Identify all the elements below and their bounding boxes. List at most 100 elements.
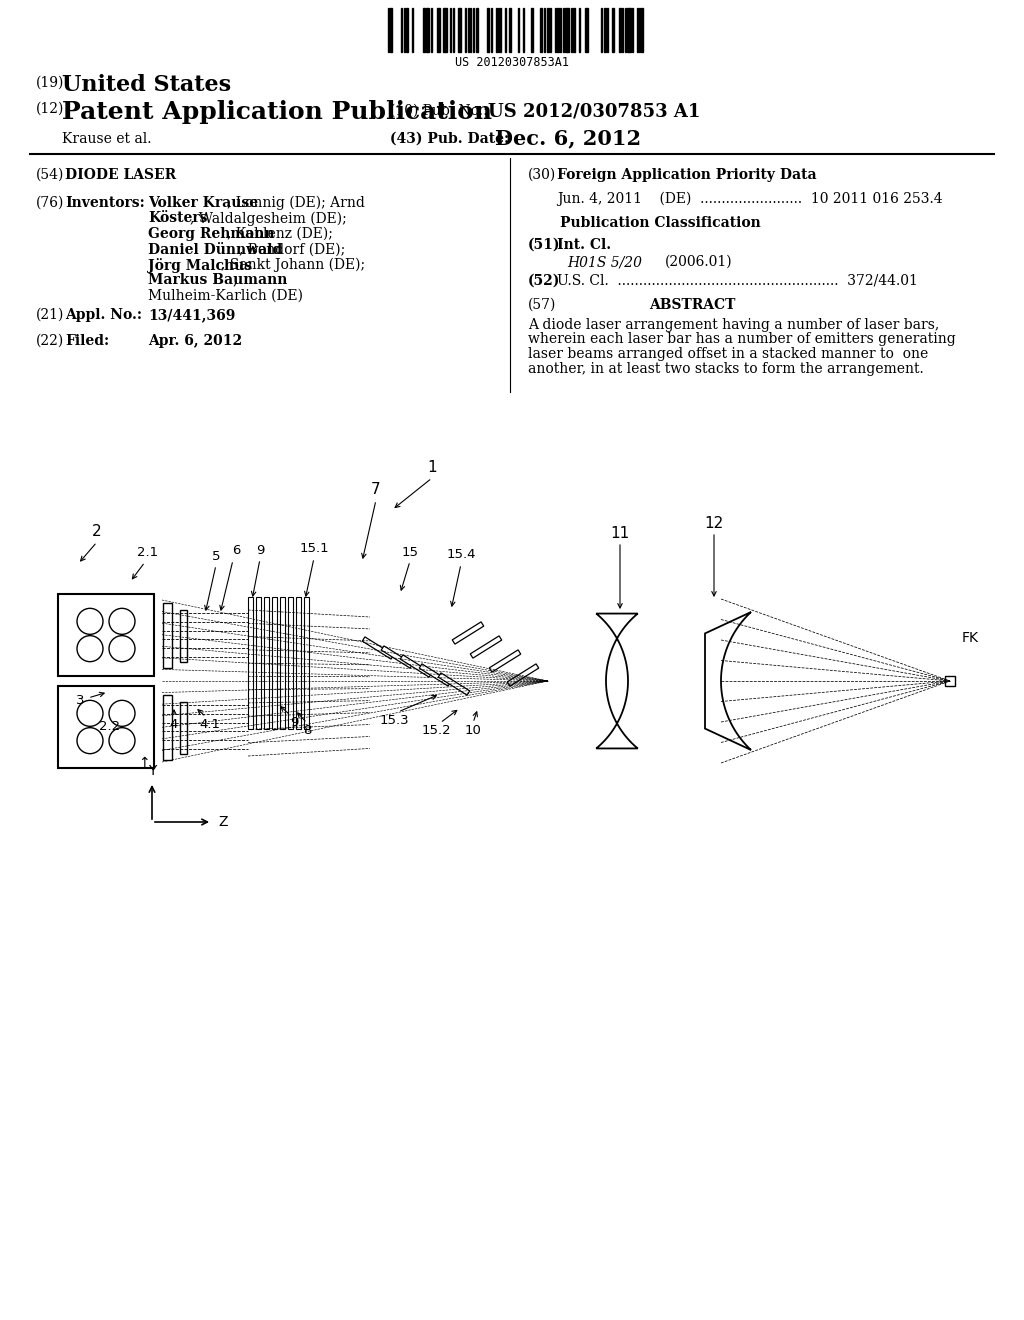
Bar <box>618 8 621 51</box>
Bar <box>288 597 293 729</box>
Text: 3: 3 <box>76 693 84 706</box>
Text: United States: United States <box>62 74 231 96</box>
Text: ↑: ↑ <box>138 756 150 770</box>
Text: 6: 6 <box>231 544 241 557</box>
Text: (43) Pub. Date:: (43) Pub. Date: <box>390 132 509 147</box>
Text: Markus Baumann: Markus Baumann <box>148 273 288 288</box>
Text: Inventors:: Inventors: <box>65 195 144 210</box>
Text: wherein each laser bar has a number of emitters generating: wherein each laser bar has a number of e… <box>528 333 955 346</box>
Text: U.S. Cl.  ....................................................  372/44.01: U.S. Cl. ...............................… <box>557 275 918 288</box>
Circle shape <box>109 701 135 726</box>
Text: Y: Y <box>147 764 157 777</box>
Text: DIODE LASER: DIODE LASER <box>65 168 176 182</box>
Polygon shape <box>470 636 502 659</box>
Text: Apr. 6, 2012: Apr. 6, 2012 <box>148 334 242 348</box>
Polygon shape <box>507 664 539 686</box>
Polygon shape <box>400 655 432 677</box>
Text: Daniel Dünnwald: Daniel Dünnwald <box>148 243 283 256</box>
Bar <box>58 686 154 768</box>
Text: 13/441,369: 13/441,369 <box>148 308 236 322</box>
Bar <box>547 8 549 51</box>
Text: (54): (54) <box>36 168 65 182</box>
Bar <box>437 8 440 51</box>
Text: Jörg Malchus: Jörg Malchus <box>148 257 252 273</box>
Bar <box>565 8 569 51</box>
Text: Patent Application Publication: Patent Application Publication <box>62 100 493 124</box>
Bar <box>256 597 261 729</box>
Text: 12: 12 <box>705 516 724 531</box>
Bar <box>304 597 309 729</box>
Text: 2.2: 2.2 <box>99 719 121 733</box>
Text: FK: FK <box>962 631 979 645</box>
Text: 7: 7 <box>371 483 381 498</box>
Text: US 20120307853A1: US 20120307853A1 <box>455 55 569 69</box>
Text: 2.1: 2.1 <box>137 546 159 560</box>
Bar <box>426 8 429 51</box>
Polygon shape <box>489 649 521 672</box>
Bar <box>573 8 575 51</box>
Bar <box>641 8 643 51</box>
Polygon shape <box>438 673 470 696</box>
Bar <box>58 594 154 676</box>
Polygon shape <box>362 636 394 659</box>
Text: Int. Cl.: Int. Cl. <box>557 238 611 252</box>
Bar <box>604 8 606 51</box>
Circle shape <box>109 609 135 635</box>
Text: 11: 11 <box>610 525 630 540</box>
Text: 5: 5 <box>212 549 220 562</box>
Text: H01S 5/20: H01S 5/20 <box>567 255 642 269</box>
Bar <box>476 8 478 51</box>
Bar <box>531 8 534 51</box>
Text: (51): (51) <box>528 238 560 252</box>
Text: , Sankt Johann (DE);: , Sankt Johann (DE); <box>220 257 365 272</box>
Bar <box>272 597 278 729</box>
Text: US 2012/0307853 A1: US 2012/0307853 A1 <box>488 102 700 120</box>
Text: , Bendorf (DE);: , Bendorf (DE); <box>239 243 345 256</box>
Text: 9: 9 <box>256 544 264 557</box>
Text: , Koblenz (DE);: , Koblenz (DE); <box>226 227 333 242</box>
Text: (30): (30) <box>528 168 556 182</box>
Bar <box>248 597 253 729</box>
Text: (57): (57) <box>528 298 556 312</box>
Text: 8: 8 <box>303 725 311 738</box>
Text: 15.3: 15.3 <box>379 714 409 726</box>
Text: 15.4: 15.4 <box>446 549 476 561</box>
Text: (21): (21) <box>36 308 65 322</box>
Circle shape <box>77 636 103 661</box>
Text: Z: Z <box>218 814 227 829</box>
Text: 1: 1 <box>427 461 437 475</box>
Bar <box>945 676 955 686</box>
Bar <box>180 702 187 754</box>
Text: ,: , <box>232 273 238 288</box>
Text: Kösters: Kösters <box>148 211 208 226</box>
Text: Jun. 4, 2011    (DE)  ........................  10 2011 016 253.4: Jun. 4, 2011 (DE) ......................… <box>557 191 943 206</box>
Text: 15.1: 15.1 <box>299 543 329 556</box>
Polygon shape <box>705 612 751 750</box>
Bar <box>423 8 425 51</box>
Text: 9: 9 <box>290 715 298 729</box>
Circle shape <box>109 727 135 754</box>
Text: (10) Pub. No.:: (10) Pub. No.: <box>390 104 487 117</box>
Text: Mulheim-Karlich (DE): Mulheim-Karlich (DE) <box>148 289 303 304</box>
Bar <box>509 8 511 51</box>
Text: (19): (19) <box>36 77 65 90</box>
Text: (12): (12) <box>36 102 65 116</box>
Bar <box>163 603 172 668</box>
Bar <box>585 8 588 51</box>
Text: (2006.01): (2006.01) <box>665 255 732 269</box>
Bar <box>296 597 301 729</box>
Text: (76): (76) <box>36 195 65 210</box>
Text: Foreign Application Priority Data: Foreign Application Priority Data <box>557 168 816 182</box>
Bar <box>264 597 269 729</box>
Bar <box>406 8 408 51</box>
Bar <box>612 8 614 51</box>
Bar <box>487 8 489 51</box>
Bar <box>390 8 392 51</box>
Text: Krause et al.: Krause et al. <box>62 132 152 147</box>
Text: Filed:: Filed: <box>65 334 110 348</box>
Polygon shape <box>381 645 413 668</box>
Polygon shape <box>419 664 451 686</box>
Text: ABSTRACT: ABSTRACT <box>649 298 735 312</box>
Bar <box>627 8 631 51</box>
Text: laser beams arranged offset in a stacked manner to  one: laser beams arranged offset in a stacked… <box>528 347 928 360</box>
